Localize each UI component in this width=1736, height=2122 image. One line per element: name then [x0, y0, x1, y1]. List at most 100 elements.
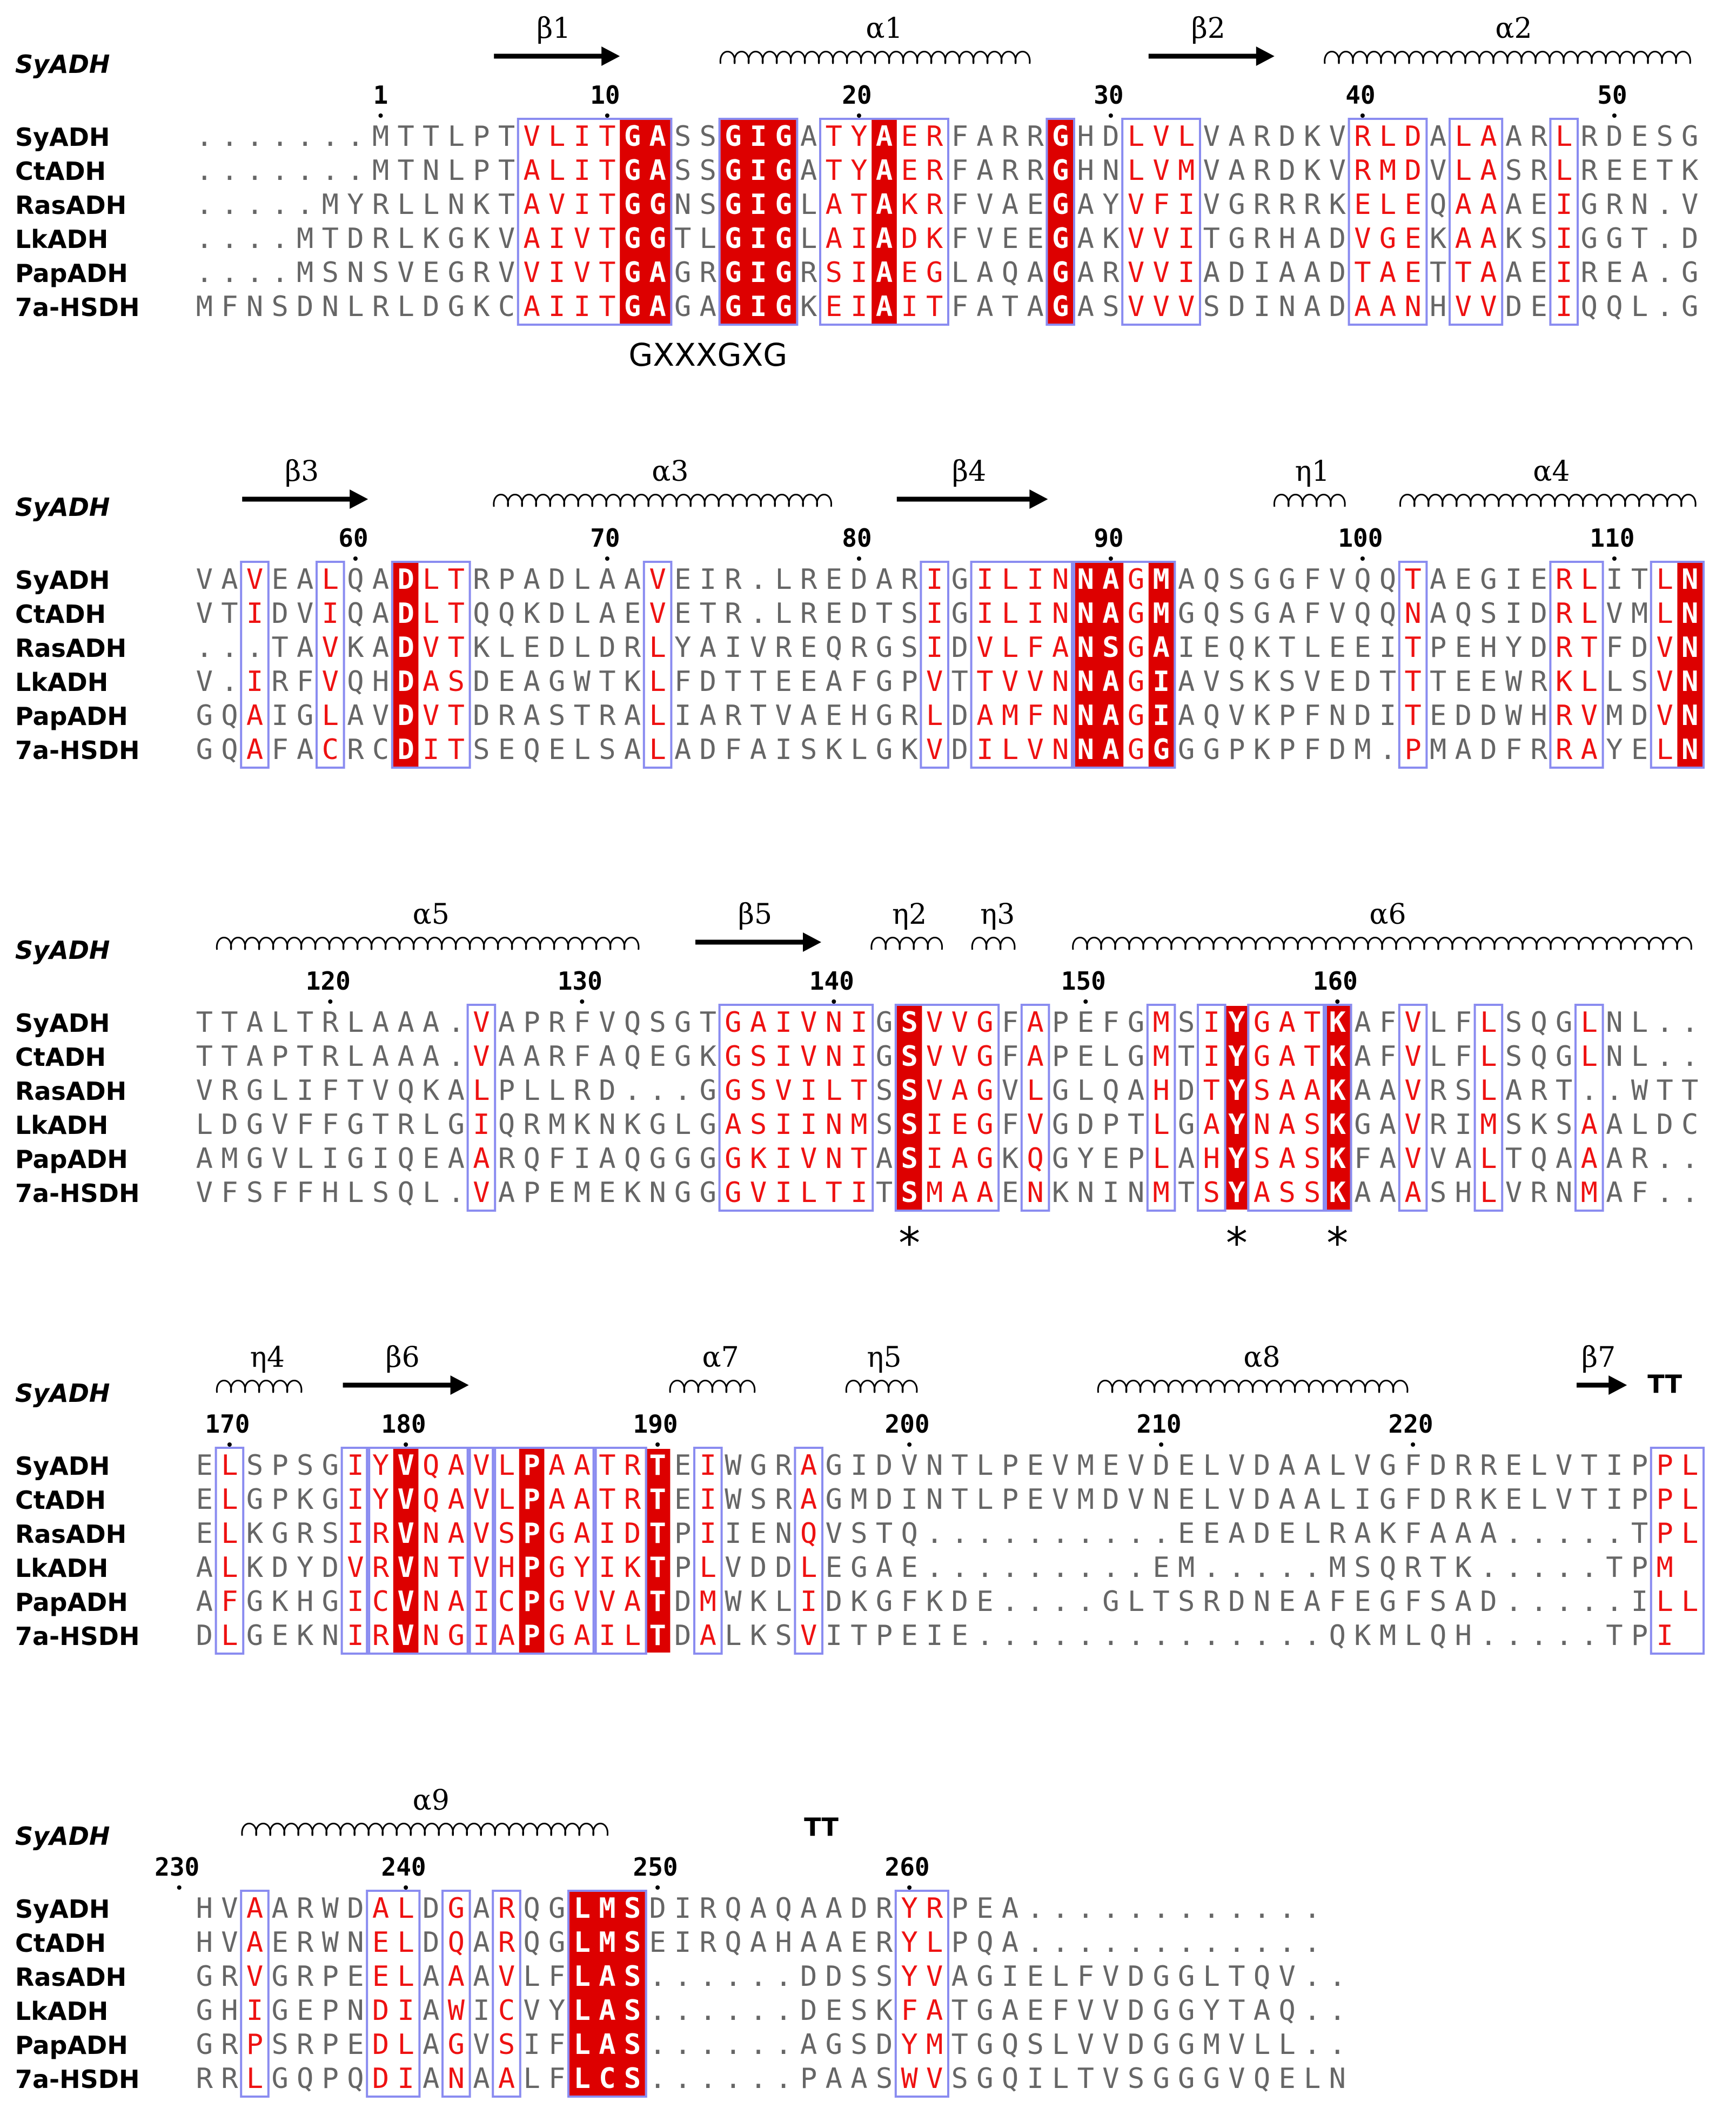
residue: H	[1077, 155, 1094, 187]
residue: D	[548, 563, 565, 596]
sequence-name: LkADH	[15, 1111, 108, 1140]
residue: Q	[1203, 597, 1220, 630]
reference-label: SyADH	[15, 493, 110, 522]
residue: T	[951, 1449, 968, 1482]
residue: L	[196, 1109, 213, 1141]
residue: .	[221, 257, 238, 289]
residue: N	[347, 257, 364, 289]
residue: F	[548, 2029, 565, 2061]
residue: N	[649, 1177, 666, 1209]
similarity-box	[492, 1447, 597, 1655]
residue: V	[473, 1040, 490, 1073]
residue: G	[1228, 189, 1245, 221]
residue: V	[1329, 563, 1346, 596]
residue: A	[876, 257, 893, 289]
residue: K	[1329, 1143, 1346, 1175]
residue: R	[800, 597, 817, 630]
residue: A	[347, 700, 364, 732]
ruler-dot	[1411, 1442, 1416, 1447]
sequence-name: SyADH	[15, 123, 110, 152]
residue: R	[548, 1006, 566, 1039]
residue: T	[951, 1995, 968, 2027]
residue: R	[347, 734, 364, 766]
residue: G	[725, 1143, 741, 1175]
residue: D	[1102, 1483, 1119, 1516]
residue: V	[221, 1926, 238, 1959]
residue: L	[1052, 2063, 1069, 2095]
residue: .	[1304, 2029, 1321, 2061]
residue: D	[1354, 666, 1371, 698]
residue: A	[246, 1926, 263, 1959]
residue: I	[926, 1143, 943, 1175]
residue: V	[750, 632, 767, 664]
sequence-name: LkADH	[15, 225, 108, 254]
residue: F	[951, 223, 968, 255]
residue: R	[196, 2063, 213, 2095]
residue: G	[448, 1620, 465, 1652]
residue: C	[599, 2063, 615, 2095]
residue: R	[1530, 734, 1547, 766]
residue: V	[574, 1586, 591, 1618]
residue: P	[901, 666, 917, 698]
residue: A	[574, 1449, 591, 1482]
residue: A	[448, 1960, 465, 1993]
residue: V	[498, 257, 515, 289]
residue: Q	[1002, 257, 1018, 289]
residue: V	[196, 1177, 213, 1209]
residue: T	[498, 155, 515, 187]
residue: K	[246, 1517, 264, 1550]
residue: G	[322, 1449, 339, 1482]
residue: N	[1077, 700, 1094, 732]
residue: A	[196, 1143, 213, 1175]
residue: I	[976, 597, 993, 630]
residue: V	[1656, 632, 1673, 664]
residue: S	[473, 734, 490, 766]
residue: V	[1606, 597, 1623, 630]
residue: G	[976, 1006, 993, 1039]
residue: L	[1455, 120, 1472, 153]
residue: L	[1128, 120, 1144, 153]
residue: Y	[901, 1892, 917, 1925]
residue: S	[1203, 291, 1220, 323]
residue: V	[1027, 734, 1043, 766]
residue: W	[1505, 700, 1523, 732]
residue: R	[1354, 120, 1371, 153]
residue: D	[951, 1586, 968, 1618]
residue: D	[1128, 1960, 1144, 1993]
helix-label: α4	[1533, 455, 1570, 488]
residue: I	[548, 257, 565, 289]
residue: N	[423, 1620, 439, 1652]
residue: L	[725, 1620, 741, 1652]
residue: R	[1254, 120, 1271, 153]
residue: S	[850, 1517, 867, 1550]
residue: G	[1203, 734, 1220, 766]
residue: .	[725, 1960, 741, 1993]
ruler-dot	[1360, 113, 1365, 118]
helix-label: α9	[413, 1784, 450, 1817]
residue: .	[246, 155, 263, 187]
residue: V	[1203, 155, 1220, 187]
residue: R	[624, 632, 641, 664]
residue: K	[1329, 1075, 1346, 1107]
residue: G	[674, 1006, 691, 1039]
residue: F	[951, 189, 968, 221]
residue: L	[1581, 1040, 1598, 1073]
residue: A	[498, 2063, 515, 2095]
residue: T	[498, 120, 515, 153]
residue: K	[750, 1143, 767, 1175]
residue: S	[1102, 632, 1119, 664]
residue: A	[372, 632, 389, 664]
residue: I	[674, 1892, 691, 1925]
residue: .	[1077, 1892, 1094, 1925]
residue: K	[1556, 666, 1573, 698]
residue: T	[1379, 666, 1396, 698]
residue: A	[372, 597, 389, 630]
residue: Y	[1102, 189, 1119, 221]
residue: D	[1329, 291, 1346, 323]
residue: F	[1304, 597, 1321, 630]
residue: .	[297, 155, 313, 187]
residue: V	[397, 1586, 414, 1618]
residue: D	[599, 1075, 615, 1107]
residue: L	[1681, 1449, 1698, 1482]
